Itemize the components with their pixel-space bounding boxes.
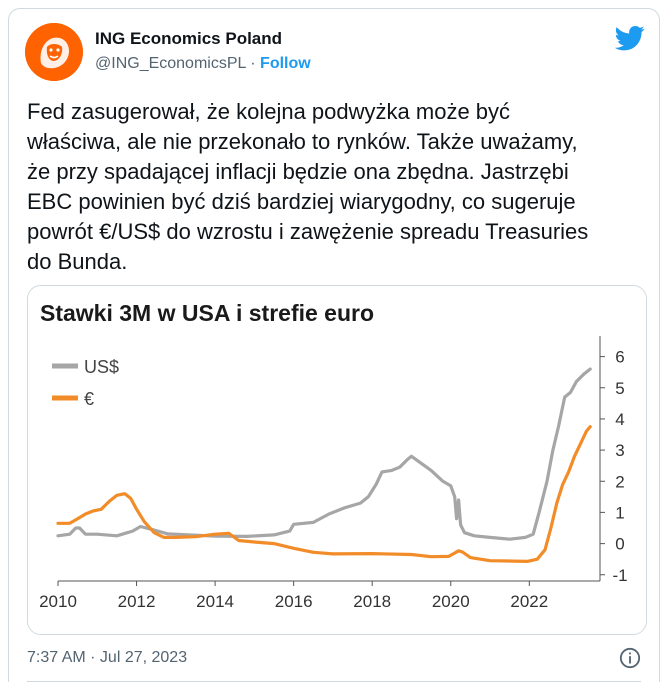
author-name[interactable]: ING Economics Poland bbox=[95, 29, 283, 48]
author-handle[interactable]: @ING_EconomicsPL bbox=[95, 55, 246, 72]
x-tick-label: 2016 bbox=[275, 592, 313, 611]
y-tick-label: 0 bbox=[615, 535, 624, 554]
legend-label-eur: € bbox=[84, 389, 94, 409]
info-icon[interactable] bbox=[619, 647, 641, 669]
y-tick-label: 5 bbox=[615, 379, 624, 398]
tweet-card: ING Economics Poland @ING_EconomicsPL · … bbox=[8, 8, 660, 682]
author-avatar[interactable] bbox=[25, 23, 83, 81]
x-tick-label: 2018 bbox=[353, 592, 391, 611]
twitter-bird-icon[interactable] bbox=[615, 23, 645, 53]
y-tick-label: 1 bbox=[615, 503, 624, 522]
ing-lion-logo-icon bbox=[25, 23, 83, 81]
tweet-timestamp[interactable]: 7:37 AM · Jul 27, 2023 bbox=[27, 649, 188, 666]
x-tick-label: 2012 bbox=[118, 592, 156, 611]
rates-line-chart: Stawki 3M w USA i strefie euro US$ € 201… bbox=[28, 286, 646, 634]
series-line-eur bbox=[56, 425, 592, 563]
y-tick-label: 4 bbox=[615, 410, 624, 429]
y-tick-label: -1 bbox=[612, 566, 627, 585]
author-handle-row: @ING_EconomicsPL · Follow bbox=[95, 55, 311, 73]
tweet-text: Fed zasugerował, że kolejna podwyżka moż… bbox=[27, 99, 589, 274]
follow-button[interactable]: Follow bbox=[260, 55, 311, 72]
handle-separator: · bbox=[250, 55, 256, 72]
y-tick-label: 6 bbox=[615, 348, 624, 367]
y-tick-label: 2 bbox=[615, 472, 624, 491]
x-tick-label: 2022 bbox=[510, 592, 548, 611]
chart-title: Stawki 3M w USA i strefie euro bbox=[40, 300, 374, 326]
legend-label-usd: US$ bbox=[84, 357, 119, 377]
x-tick-label: 2010 bbox=[39, 592, 77, 611]
tweet-media-chart[interactable]: Stawki 3M w USA i strefie euro US$ € 201… bbox=[27, 285, 647, 635]
x-tick-label: 2020 bbox=[432, 592, 470, 611]
series-line-usd bbox=[56, 367, 592, 541]
y-tick-label: 3 bbox=[615, 441, 624, 460]
x-tick-label: 2014 bbox=[196, 592, 234, 611]
